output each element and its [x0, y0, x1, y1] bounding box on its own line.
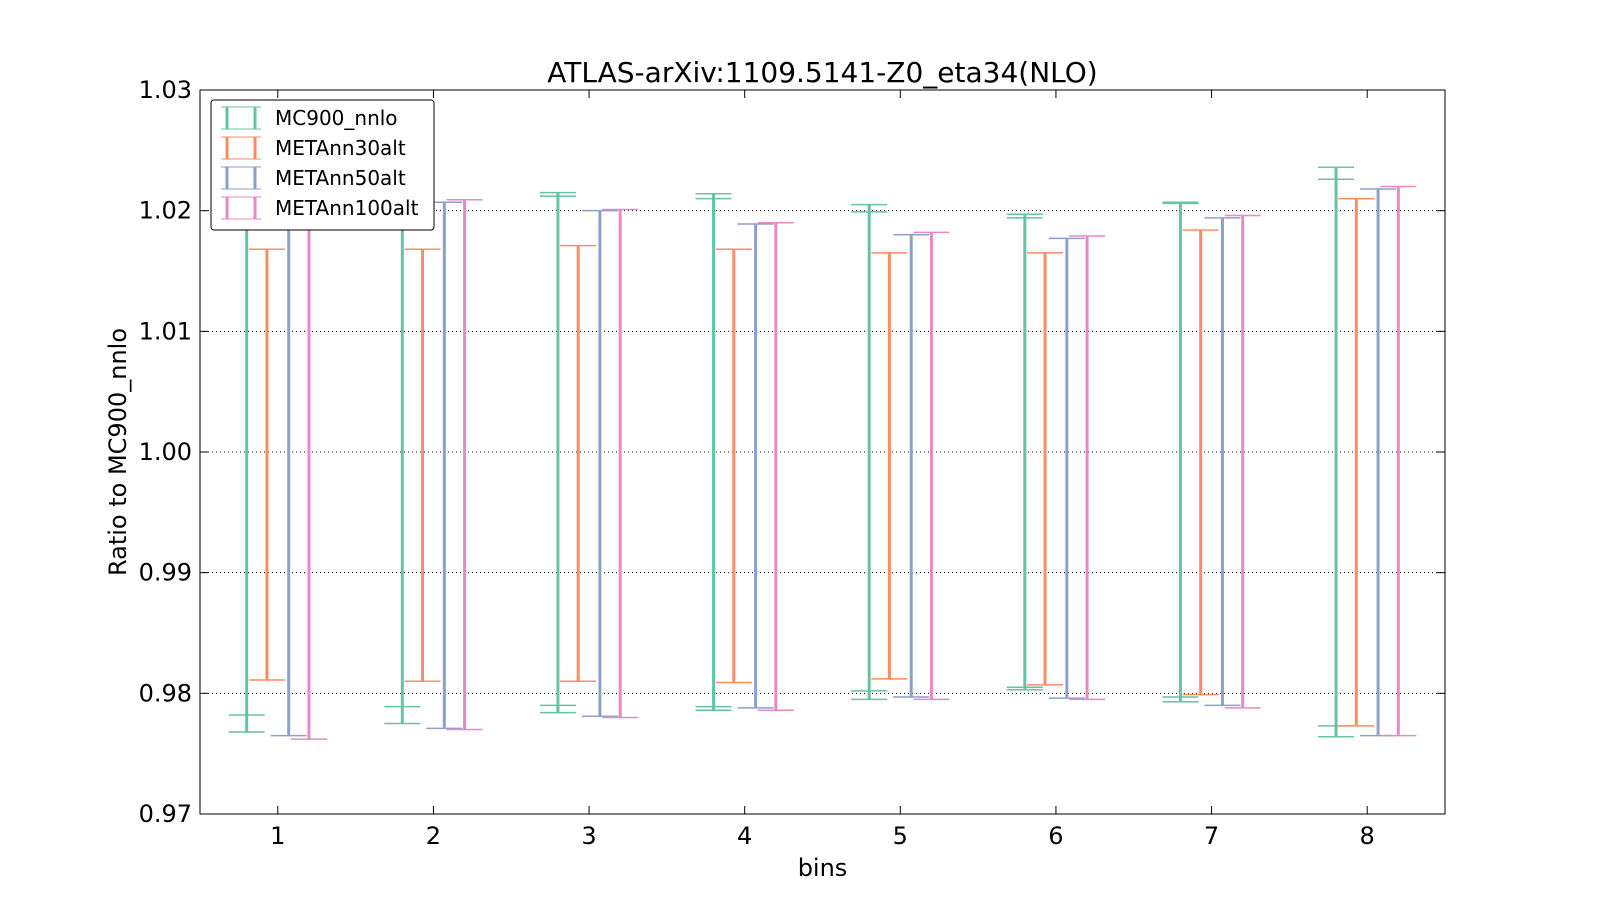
legend-label: METAnn100alt [275, 196, 419, 220]
axis-ticks: 0.97 0.98 0.99 1.00 1.01 1.02 1.03 1 2 3 4 5 6 7 8 [139, 76, 1445, 850]
series-METAnn100alt [290, 185, 1417, 740]
y-tick-label: 0.98 [139, 679, 192, 707]
y-tick-label: 0.97 [139, 800, 192, 828]
plot-data [228, 166, 1417, 740]
series-MC900_nnlo [228, 166, 1355, 738]
legend-label: MC900_nnlo [275, 106, 398, 130]
grid-lines [200, 210, 1445, 694]
y-tick-label: 1.02 [139, 197, 192, 225]
x-tick-label: 5 [893, 822, 908, 850]
x-tick-label: 2 [426, 822, 441, 850]
y-tick-label: 0.99 [139, 559, 192, 587]
x-axis-label: bins [798, 854, 848, 882]
x-tick-label: 8 [1360, 822, 1375, 850]
legend-entry: METAnn30alt [221, 136, 406, 160]
chart-title: ATLAS-arXiv:1109.5141-Z0_eta34(NLO) [547, 56, 1097, 89]
y-tick-label: 1.03 [139, 76, 192, 104]
y-tick-label: 1.00 [139, 438, 192, 466]
legend: MC900_nnlo METAnn30alt METAnn50alt METAnn10… [210, 99, 435, 231]
x-tick-label: 1 [270, 822, 285, 850]
legend-entry: METAnn50alt [221, 166, 406, 190]
x-tick-label: 7 [1204, 822, 1219, 850]
x-tick-label: 6 [1048, 822, 1063, 850]
legend-label: METAnn30alt [275, 136, 406, 160]
y-tick-label: 1.01 [139, 317, 192, 345]
y-axis-label: Ratio to MC900_nnlo [104, 328, 132, 576]
legend-label: METAnn50alt [275, 166, 406, 190]
legend-entry: METAnn100alt [221, 196, 419, 220]
x-tick-label: 3 [581, 822, 596, 850]
series-METAnn50alt [270, 188, 1397, 737]
x-tick-label: 4 [737, 822, 752, 850]
legend-entry: MC900_nnlo [221, 106, 398, 130]
series-METAnn30alt [248, 197, 1375, 727]
legend-box [210, 99, 435, 231]
